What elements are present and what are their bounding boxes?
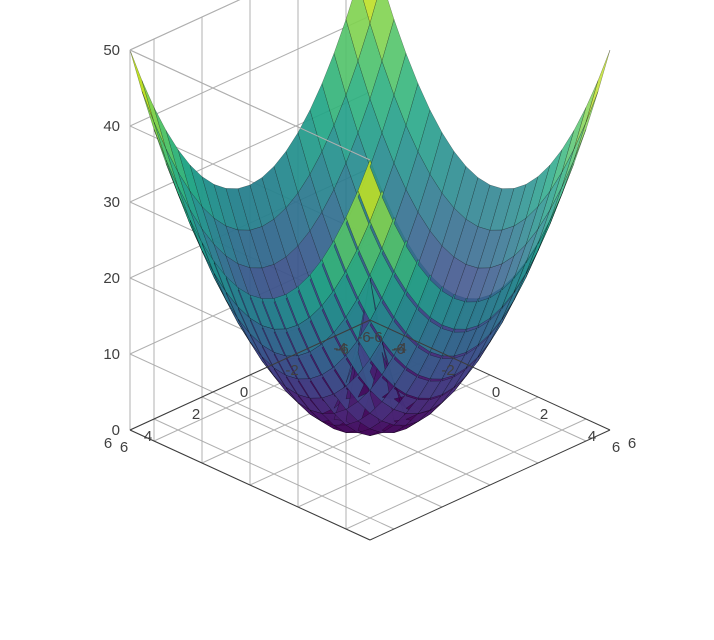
tick-label: -2 (285, 362, 298, 379)
tick-label: 2 (540, 406, 548, 423)
tick-label: 20 (103, 270, 120, 287)
tick-label: 0 (240, 384, 248, 401)
tick-label: 6 (120, 439, 128, 456)
tick-label: 6 (628, 435, 636, 452)
tick-label: 10 (103, 346, 120, 363)
tick-label: -6 (357, 329, 370, 346)
tick-label: 40 (103, 118, 120, 135)
tick-label: 4 (588, 428, 596, 445)
tick-label: 6 (104, 435, 112, 452)
tick-label: 4 (144, 428, 152, 445)
tick-label: 6 (612, 439, 620, 456)
tick-label: -6 (369, 329, 382, 346)
tick-label: 2 (192, 406, 200, 423)
tick-label: 0 (492, 384, 500, 401)
tick-label: -6 (335, 341, 348, 358)
tick-label: 50 (103, 42, 120, 59)
tick-label: 0 (112, 422, 120, 439)
tick-label: -6 (391, 341, 404, 358)
surface-3d-chart: 01020304050-6-4-20246-6-4-20246-6-666 (0, 0, 714, 640)
tick-label: 30 (103, 194, 120, 211)
tick-label: -2 (441, 362, 454, 379)
